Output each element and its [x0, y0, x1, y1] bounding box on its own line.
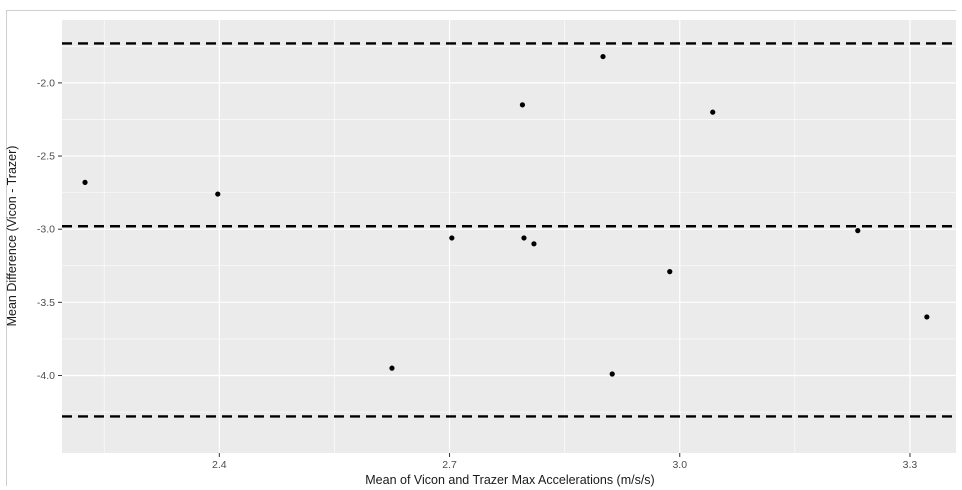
- x-tick-label: 3.3: [903, 459, 918, 471]
- data-point-12: [855, 228, 861, 234]
- y-tick-label: -3.5: [37, 297, 55, 309]
- major-gridlines: [62, 20, 956, 453]
- x-tick-label: 3.0: [672, 459, 687, 471]
- chart-frame: [6, 10, 956, 486]
- y-tick-label: -2.0: [37, 77, 55, 89]
- data-point-11: [710, 109, 716, 115]
- data-point-6: [521, 235, 527, 241]
- y-tick-label: -4.0: [37, 370, 55, 382]
- data-point-2: [215, 191, 221, 197]
- x-axis: 2.4 2.7 3.0 3.3: [212, 453, 917, 471]
- y-axis: -2.0 -2.5 -3.0 -3.5 -4.0: [37, 77, 62, 382]
- limit-lines: [62, 42, 956, 418]
- y-tick-label: -2.5: [37, 151, 55, 163]
- x-tick-label: 2.4: [212, 459, 227, 471]
- data-point-10: [667, 269, 673, 275]
- data-point-5: [519, 102, 526, 108]
- data-point-3: [389, 365, 395, 371]
- y-tick-label: -3.0: [37, 224, 55, 236]
- data-point-13: [924, 314, 930, 320]
- x-axis-title: Mean of Vicon and Trazer Max Acceleratio…: [365, 473, 654, 487]
- x-tick-label: 2.7: [442, 459, 457, 471]
- data-point-9: [609, 371, 615, 377]
- data-point-8: [600, 53, 606, 60]
- y-axis-title: Mean Difference (Vicon - Trazer): [5, 146, 19, 327]
- data-point-4: [449, 235, 455, 241]
- data-points: [82, 53, 930, 377]
- plot-panel: [62, 20, 956, 453]
- data-point-1: [82, 179, 88, 185]
- minor-gridlines: [62, 20, 956, 453]
- data-point-7: [531, 241, 537, 247]
